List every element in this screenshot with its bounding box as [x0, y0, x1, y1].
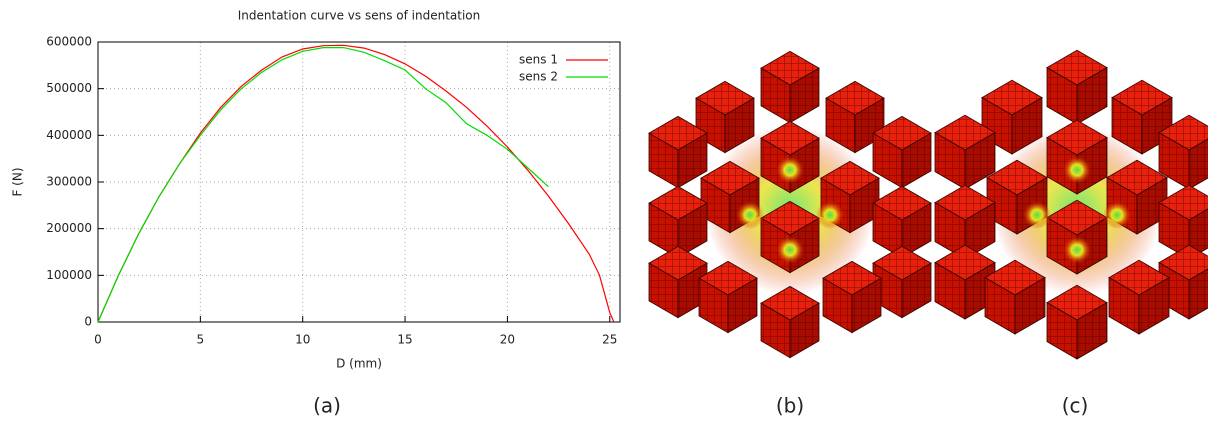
legend-label: sens 2 [519, 70, 558, 84]
y-tick-label: 200000 [46, 221, 92, 235]
cube-mesh [873, 203, 902, 258]
cube-mesh [790, 303, 819, 358]
y-axis-label: F (N) [11, 167, 25, 196]
cube-mesh [982, 80, 1042, 115]
hot-spot [776, 236, 804, 264]
cube-mesh [1077, 67, 1107, 124]
renders [648, 49, 1208, 360]
cube-mesh [873, 133, 902, 188]
hot-spot [1023, 201, 1051, 229]
cube-mesh [761, 68, 790, 123]
cube-mesh [1189, 138, 1208, 189]
cube-mesh [1015, 277, 1045, 334]
hot-spot [816, 201, 844, 229]
cube-mesh [902, 133, 931, 188]
cube-mesh [1112, 97, 1142, 154]
plot-frame [97, 41, 621, 323]
cube-mesh [1012, 97, 1042, 154]
chart-title: Indentation curve vs sens of indentation [238, 9, 481, 23]
cube-mesh [678, 203, 707, 258]
cube-mesh [1159, 202, 1189, 259]
cube-mesh [850, 178, 879, 233]
x-tick-label: 20 [500, 333, 515, 347]
hot-spot [776, 156, 804, 184]
cube-mesh [1159, 132, 1189, 189]
cube-mesh [1159, 245, 1208, 280]
cube-mesh [649, 133, 678, 188]
caption: (b) [776, 394, 804, 418]
cube-mesh [935, 262, 965, 319]
cube-mesh [1047, 67, 1077, 124]
cube-mesh [935, 132, 965, 189]
cube-mesh [965, 132, 995, 189]
cube-mesh [1139, 277, 1169, 334]
cube-mesh [1047, 50, 1107, 85]
cube-mesh [678, 133, 707, 188]
legend-label: sens 1 [519, 53, 558, 67]
x-axis-label: D (mm) [336, 357, 382, 371]
y-tick-label: 0 [84, 315, 92, 329]
hot-spot [1103, 201, 1131, 229]
cube-mesh [701, 178, 730, 233]
cube-mesh [1077, 302, 1107, 359]
cube-mesh [935, 202, 965, 259]
cube-mesh [823, 278, 852, 333]
cube-mesh [985, 277, 1015, 334]
hot-spot [1063, 156, 1091, 184]
cube-mesh [826, 98, 855, 153]
cube-mesh [852, 278, 881, 333]
cube-mesh [725, 98, 754, 153]
y-tick-label: 500000 [46, 81, 92, 95]
data-line [97, 47, 549, 323]
cube-mesh [1189, 268, 1208, 319]
caption: (a) [313, 394, 341, 418]
cube-mesh [649, 203, 678, 258]
cube-mesh [699, 278, 728, 333]
cube-mesh [649, 263, 678, 318]
y-tick-label: 300000 [46, 175, 92, 189]
x-tick-label: 25 [602, 333, 617, 347]
caption: (c) [1062, 394, 1089, 418]
cube-mesh [761, 303, 790, 358]
x-tick-label: 0 [94, 333, 102, 347]
cube-mesh [1159, 185, 1208, 220]
x-tick-label: 15 [397, 333, 412, 347]
x-tick-label: 5 [197, 333, 205, 347]
y-tick-label: 100000 [46, 268, 92, 282]
cube-mesh [902, 263, 931, 318]
cube-mesh [902, 203, 931, 258]
hot-spot [736, 201, 764, 229]
y-tick-label: 600000 [46, 35, 92, 49]
cube-mesh [1047, 302, 1077, 359]
hot-spot [1063, 236, 1091, 264]
data-line [97, 44, 615, 323]
y-tick-label: 400000 [46, 128, 92, 142]
cube-mesh [965, 202, 995, 259]
cube-mesh [1159, 115, 1208, 150]
x-tick-label: 10 [295, 333, 310, 347]
cube-mesh [790, 68, 819, 123]
cube-mesh [1109, 277, 1139, 334]
cube-mesh [1189, 208, 1208, 259]
cube-mesh [1112, 80, 1172, 115]
cube-mesh [728, 278, 757, 333]
